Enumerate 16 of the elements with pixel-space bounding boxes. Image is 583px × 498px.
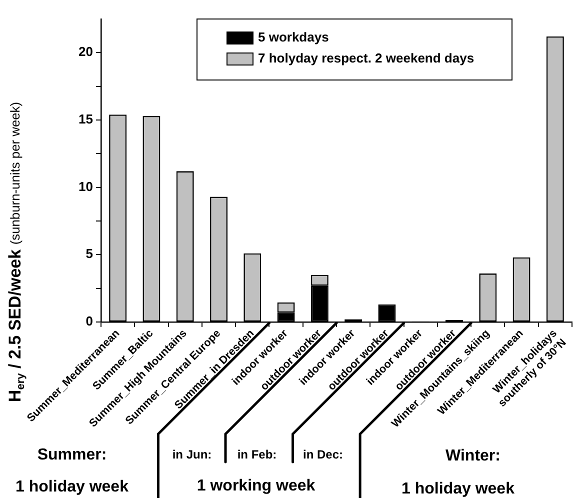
y-tick-label: 0 xyxy=(86,314,93,329)
text: Summer: xyxy=(37,446,107,464)
text: 1 holiday week xyxy=(16,478,129,496)
y-axis-title: Hery / 2.5 SED/week (sunburn-units per week) xyxy=(6,102,28,402)
text: in Dec: xyxy=(302,447,344,462)
y-tick-label: 15 xyxy=(78,112,93,127)
y-tick-label: 5 xyxy=(86,246,93,262)
text: Winter: xyxy=(446,447,500,464)
text: in Feb: xyxy=(237,447,277,462)
y-tick-label: 20 xyxy=(78,44,93,60)
text: 1 working week xyxy=(196,477,316,494)
legend-label: 7 holyday respect. 2 weekend days xyxy=(258,50,474,66)
text: in Jun: xyxy=(172,447,212,462)
y-tick-label: 10 xyxy=(78,178,93,194)
legend-label: 5 workdays xyxy=(258,30,329,45)
text: 1 holiday week xyxy=(402,480,515,498)
